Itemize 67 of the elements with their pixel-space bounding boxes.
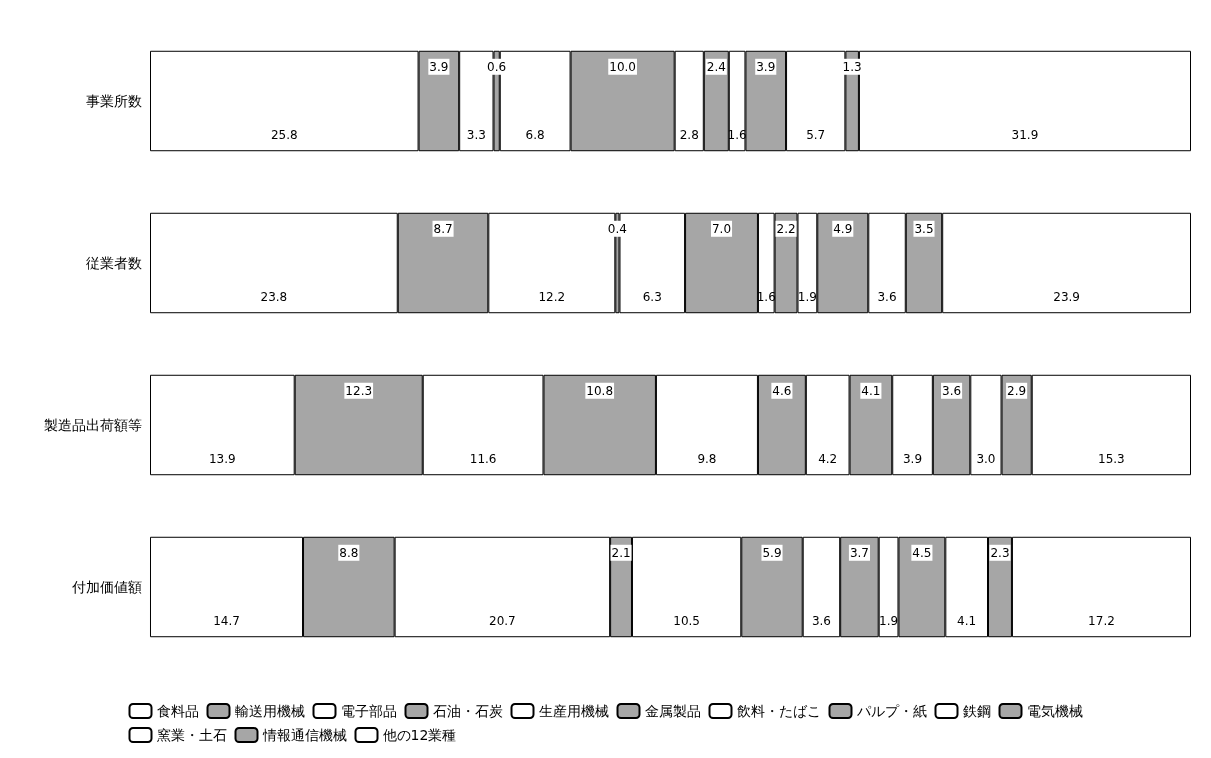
data-label: 3.9: [902, 452, 923, 467]
legend-label: 他の12業種: [382, 727, 457, 743]
legend-label: 電気機械: [1026, 703, 1083, 719]
data-label: 3.7: [849, 545, 869, 560]
data-label: 20.7: [489, 614, 516, 629]
legend-label: 鉄鋼: [962, 703, 991, 719]
data-label: 10.8: [586, 383, 614, 398]
data-label: 4.5: [912, 545, 932, 560]
data-label: 2.3: [990, 545, 1010, 560]
data-label: 4.1: [861, 383, 881, 398]
data-label: 3.6: [811, 614, 831, 629]
data-label: 25.8: [270, 128, 298, 143]
legend-label: 電子部品: [340, 703, 397, 719]
data-label: 4.2: [818, 452, 838, 467]
data-label: 31.9: [1011, 128, 1039, 143]
data-label: 10.5: [673, 614, 700, 629]
data-label: 1.9: [797, 290, 817, 305]
y-tick-label: 事業所数: [86, 93, 142, 109]
data-label: 3.9: [756, 59, 776, 74]
data-label: 3.9: [429, 59, 449, 74]
data-label: 3.6: [942, 383, 962, 398]
data-label: 17.2: [1088, 614, 1115, 629]
legend-label: 金属製品: [644, 703, 701, 719]
data-label: 2.1: [611, 545, 631, 560]
data-label: 12.2: [538, 290, 566, 305]
data-label: 9.8: [697, 452, 717, 467]
data-label: 4.6: [772, 383, 792, 398]
legend-label: 窯業・土石: [156, 727, 227, 743]
data-label: 1.9: [879, 614, 899, 629]
data-label: 2.9: [1007, 383, 1027, 398]
data-label: 7.0: [711, 221, 732, 236]
data-label: 13.9: [208, 452, 236, 467]
data-label: 10.0: [609, 59, 636, 74]
data-label: 4.9: [833, 221, 853, 236]
y-tick-label: 製造品出荷額等: [44, 417, 142, 433]
data-label: 15.3: [1098, 452, 1125, 467]
legend-label: 情報通信機械: [261, 727, 347, 743]
legend-label: 石油・石炭: [432, 703, 503, 719]
legend-label: 輸送用機械: [234, 703, 305, 719]
data-label: 2.4: [706, 59, 726, 74]
y-tick-label: 付加価値額: [71, 579, 142, 595]
data-label: 5.7: [806, 128, 826, 143]
data-label: 4.1: [957, 614, 977, 629]
data-label: 11.6: [469, 452, 497, 467]
data-label: 8.8: [339, 545, 359, 560]
data-label: 23.9: [1053, 290, 1080, 305]
data-label: 0.4: [607, 221, 627, 236]
data-label: 6.3: [642, 290, 662, 305]
data-label: 14.7: [213, 614, 240, 629]
legend-label: パルプ・紙: [855, 703, 927, 719]
legend-label: 飲料・たばこ: [736, 703, 821, 719]
legend-label: 生産用機械: [538, 703, 609, 719]
data-label: 3.5: [914, 221, 934, 236]
legend-label: 食料品: [156, 703, 199, 719]
data-label: 12.3: [345, 383, 373, 398]
data-label: 3.3: [466, 128, 486, 143]
data-label: 3.6: [877, 290, 897, 305]
data-label: 8.7: [433, 221, 453, 236]
data-label: 1.3: [842, 59, 862, 74]
data-label: 5.9: [762, 545, 782, 560]
data-label: 2.8: [679, 128, 699, 143]
y-tick-label: 従業者数: [86, 255, 142, 271]
data-label: 2.2: [776, 221, 796, 236]
data-label: 0.6: [487, 59, 507, 74]
data-label: 23.8: [260, 290, 288, 305]
data-label: 3.0: [976, 452, 996, 467]
data-label: 6.8: [525, 128, 545, 143]
